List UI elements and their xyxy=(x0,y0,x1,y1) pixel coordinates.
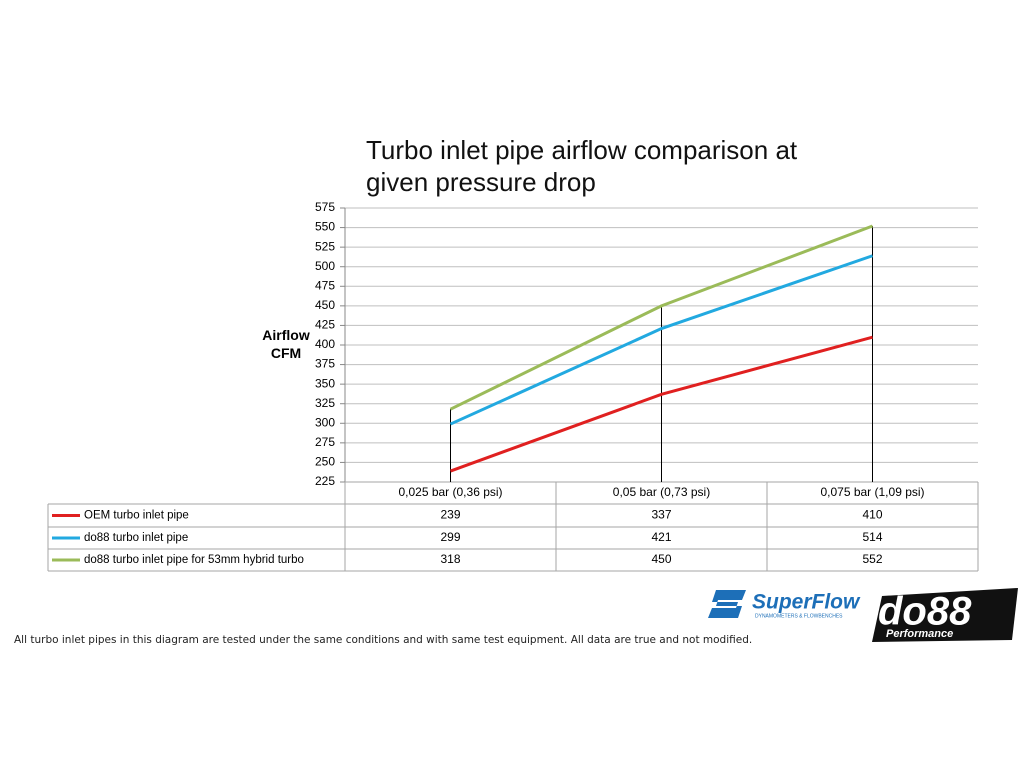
series-line xyxy=(449,254,873,426)
legend-label: do88 turbo inlet pipe xyxy=(84,532,188,544)
y-tick-label: 575 xyxy=(315,200,335,214)
y-tick-label: 400 xyxy=(315,337,335,351)
y-tick-label: 325 xyxy=(315,396,335,410)
chart-title: Turbo inlet pipe airflow comparison at g… xyxy=(366,135,798,197)
y-tick-label: 550 xyxy=(315,220,335,234)
table-value: 514 xyxy=(862,530,882,544)
do88-logo: do88 Performance xyxy=(872,588,1018,642)
do88-name: do88 xyxy=(878,590,972,634)
table-value: 421 xyxy=(651,530,671,544)
y-tick-label: 275 xyxy=(315,435,335,449)
superflow-icon xyxy=(708,590,746,618)
y-tick-label: 425 xyxy=(315,318,335,332)
footnote: All turbo inlet pipes in this diagram ar… xyxy=(14,634,753,646)
y-tick-label: 250 xyxy=(315,455,335,469)
x-tick-label: 0,025 bar (0,36 psi) xyxy=(398,485,502,499)
x-tick-label: 0,05 bar (0,73 psi) xyxy=(613,485,710,499)
y-tick-label: 475 xyxy=(315,278,335,292)
y-tick-label: 350 xyxy=(315,376,335,390)
superflow-logo: SuperFlow DYNAMOMETERS & FLOWBENCHES xyxy=(708,590,861,619)
y-tick-label: 375 xyxy=(315,357,335,371)
do88-badge xyxy=(872,588,1018,642)
y-tick-label: 500 xyxy=(315,259,335,273)
series-line xyxy=(449,335,873,473)
y-tick-label: 450 xyxy=(315,298,335,312)
y-tick-label: 300 xyxy=(315,415,335,429)
table-value: 239 xyxy=(440,508,460,522)
y-tick-label: 225 xyxy=(315,474,335,488)
table-value: 337 xyxy=(651,508,671,522)
y-tick-label: 525 xyxy=(315,239,335,253)
y-axis-label: Airflow CFM xyxy=(262,327,310,361)
table-value: 299 xyxy=(440,530,460,544)
x-tick-label: 0,075 bar (1,09 psi) xyxy=(820,485,924,499)
series-line xyxy=(449,224,874,411)
table-value: 318 xyxy=(440,552,460,566)
legend-label: OEM turbo inlet pipe xyxy=(84,510,189,522)
superflow-subtitle: DYNAMOMETERS & FLOWBENCHES xyxy=(755,613,843,619)
table-value: 410 xyxy=(862,508,882,522)
legend-label: do88 turbo inlet pipe for 53mm hybrid tu… xyxy=(84,554,304,566)
table-value: 552 xyxy=(862,552,882,566)
do88-subtitle: Performance xyxy=(886,628,953,640)
table-value: 450 xyxy=(651,552,671,566)
superflow-name: SuperFlow xyxy=(752,591,861,614)
